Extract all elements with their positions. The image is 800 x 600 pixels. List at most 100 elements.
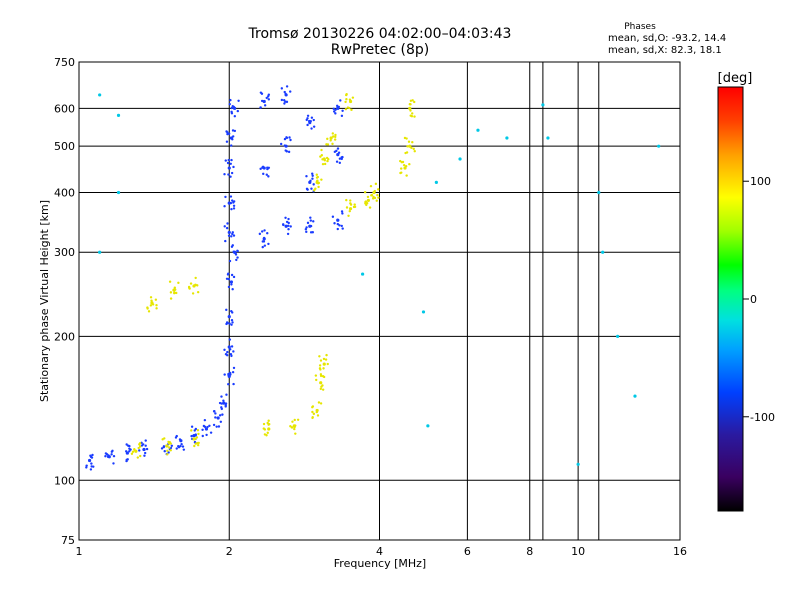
data-point-fill [349, 203, 353, 206]
data-point-fill [339, 99, 342, 102]
data-point-fill [333, 150, 337, 154]
data-point-fill [193, 429, 196, 432]
data-point [322, 362, 326, 366]
data-point [616, 334, 620, 338]
data-point-fill [262, 422, 266, 426]
data-point-fill [309, 216, 312, 219]
data-point-fill [90, 456, 94, 459]
data-point-fill [309, 179, 312, 183]
data-point-fill [196, 443, 200, 447]
data-point-fill [344, 107, 348, 111]
data-point-fill [400, 161, 404, 164]
data-point-fill [375, 199, 378, 202]
chart-subtitle: RwPretec (8p) [330, 42, 430, 58]
data-point-fill [162, 445, 165, 449]
data-point-fill [267, 242, 270, 246]
data-point-fill [408, 162, 411, 166]
data-point-fill [311, 174, 314, 177]
data-point-fill [309, 231, 313, 234]
colorbar [717, 86, 744, 512]
data-point [408, 106, 412, 110]
data-point-fill [289, 424, 292, 428]
data-point [426, 424, 430, 428]
data-point-fill [332, 107, 335, 110]
data-point-fill [175, 447, 178, 450]
data-point-fill [138, 449, 141, 452]
data-point-fill [259, 106, 262, 109]
data-point [546, 136, 550, 140]
data-point-fill [230, 112, 234, 115]
data-point [458, 157, 462, 161]
y-tick-label: 75 [61, 534, 75, 547]
data-point-fill [220, 407, 224, 411]
data-point-fill [413, 115, 416, 118]
data-point-fill [376, 193, 379, 197]
data-point-fill [229, 373, 232, 376]
chart-title: Tromsø 20130226 04:02:00–04:03:43 [248, 26, 512, 42]
data-point-fill [265, 173, 268, 176]
data-point-fill [85, 464, 88, 467]
data-point-fill [212, 423, 216, 427]
data-point-fill [230, 318, 234, 322]
colorbar-label: [deg] [718, 71, 753, 86]
data-point-fill [126, 458, 129, 461]
data-point-fill [285, 220, 289, 224]
data-point-fill [181, 445, 185, 448]
data-point-fill [374, 182, 378, 186]
data-point-fill [353, 203, 356, 206]
data-point-fill [261, 165, 265, 168]
data-point-fill [213, 410, 216, 413]
data-point-fill [173, 288, 177, 291]
data-point-fill [335, 160, 339, 163]
data-point-fill [400, 171, 403, 174]
data-point-fill [325, 353, 328, 357]
colorbar-tick-label: 100 [750, 175, 771, 188]
data-point [98, 250, 102, 254]
data-point-fill [194, 276, 197, 280]
data-point-fill [321, 162, 325, 166]
data-point-fill [128, 447, 131, 450]
data-point-fill [348, 106, 351, 110]
data-point [116, 190, 121, 195]
data-point-fill [364, 202, 367, 205]
data-point-fill [155, 307, 158, 310]
data-point-fill [283, 137, 287, 141]
data-point-fill [227, 372, 230, 376]
data-point [165, 444, 169, 448]
data-point [216, 416, 220, 420]
data-point-fill [230, 345, 234, 348]
data-point-fill [232, 165, 235, 169]
data-point-fill [311, 177, 314, 180]
data-point-fill [412, 147, 415, 151]
data-point-fill [340, 210, 344, 213]
data-point-fill [402, 163, 406, 167]
data-point [421, 310, 426, 314]
data-point [576, 462, 580, 466]
data-point-fill [293, 425, 296, 429]
data-point-fill [349, 199, 352, 202]
data-point-fill [201, 434, 204, 438]
data-point-fill [218, 414, 222, 417]
data-point-fill [231, 321, 234, 324]
data-point-fill [235, 258, 238, 262]
data-point-fill [230, 273, 234, 277]
data-point-fill [405, 151, 409, 154]
data-point-fill [333, 222, 336, 225]
data-point-fill [218, 401, 222, 405]
data-point-fill [410, 146, 413, 150]
data-point [262, 99, 266, 104]
data-point-fill [336, 147, 340, 150]
data-point-fill [326, 137, 329, 141]
colorbar-tick-label: -100 [750, 411, 775, 424]
data-point-fill [112, 462, 115, 465]
data-point-fill [316, 175, 320, 179]
data-point-fill [112, 454, 116, 458]
data-point-fill [312, 118, 315, 122]
data-point-fill [230, 309, 233, 313]
data-point [601, 250, 605, 254]
data-point-fill [227, 158, 230, 162]
data-point-fill [223, 205, 226, 208]
data-point-fill [110, 450, 114, 454]
y-tick-label: 600 [54, 102, 75, 115]
data-point-fill [311, 231, 315, 234]
